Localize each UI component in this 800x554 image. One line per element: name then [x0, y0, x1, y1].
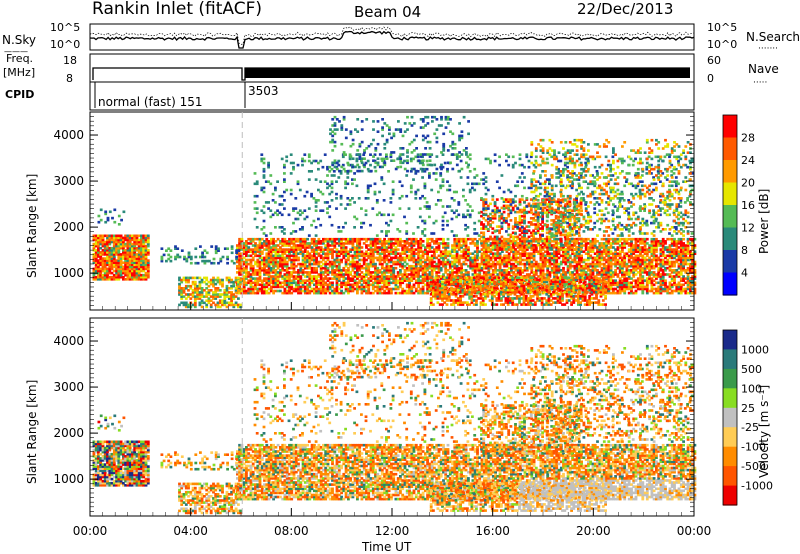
range-gate-cell: [664, 279, 667, 282]
noise-right-tick-bottom: 10^0: [707, 38, 737, 51]
range-gate-cell: [160, 247, 164, 250]
range-gate-cell: [217, 247, 220, 250]
range-gate-cell: [189, 261, 193, 265]
nave-right-tick-top: 60: [707, 54, 721, 67]
range-gate-cell: [180, 249, 184, 252]
range-gate-cell: [467, 271, 470, 274]
noise-left-tick-top: 10^5: [50, 21, 80, 34]
noise-left-tick-bottom: 10^0: [50, 38, 80, 51]
nave-label: Nave: [748, 62, 779, 76]
range-gate-cell: [240, 237, 244, 241]
freq-label-top: Freq.: [6, 52, 33, 65]
range-gate-cell: [194, 247, 198, 250]
range-gate-cell: [203, 255, 207, 259]
range-gate-cell: [193, 280, 197, 284]
range-gate-cell: [442, 237, 445, 241]
range-gate-cell: [218, 289, 222, 292]
range-gate-cell: [645, 237, 649, 241]
range-gate-cell: [146, 234, 150, 238]
range-gate-cell: [205, 251, 209, 255]
range-gate-cell: [146, 259, 150, 262]
nave-key: ·····: [753, 78, 767, 88]
range-gate-cell: [210, 245, 214, 248]
range-gate-cell: [396, 248, 400, 251]
range-gate-cell: [237, 289, 240, 292]
beam-title: Beam 04: [354, 3, 421, 21]
range-gate-cell: [226, 247, 229, 250]
range-gate-cell: [169, 249, 173, 252]
range-gate-cell: [394, 266, 398, 270]
cpid-label: CPID: [5, 88, 34, 101]
range-gate-cell: [189, 255, 193, 259]
range-gate-cell: [306, 237, 309, 241]
range-gate-cell: [199, 245, 202, 248]
range-gate-cell: [205, 276, 209, 280]
range-gate-cell: [297, 256, 300, 260]
range-gate-cell: [237, 297, 240, 300]
cpid-panel: CPID normal (fast) 151 3503: [5, 81, 695, 111]
range-gate-cell: [221, 255, 225, 259]
range-gate-cell: [187, 251, 191, 255]
range-gate-cell: [467, 246, 470, 249]
noise-panel: N.Sky ——— 10^5 10^0 10^5 10^0 N.Search ·…: [2, 21, 800, 56]
range-gate-cell: [212, 261, 216, 265]
range-gate-cell: [178, 255, 182, 259]
noise-search-key: ·······: [758, 44, 778, 54]
range-gate-cell: [562, 266, 565, 270]
nave-right-tick-bottom: 0: [707, 72, 714, 85]
range-gate-cell: [169, 255, 173, 259]
range-gate-cell: [212, 257, 216, 261]
noise-right-tick-top: 10^5: [707, 21, 737, 34]
range-gate-cell: [360, 246, 364, 249]
noise-sky-label: N.Sky: [2, 33, 36, 47]
range-gate-cell: [239, 303, 242, 307]
range-gate-cell: [331, 281, 334, 285]
cpid-mode-2: 3503: [248, 84, 279, 98]
range-gate-cell: [146, 249, 150, 252]
range-gate-cell: [169, 259, 173, 263]
range-gate-cell: [374, 262, 377, 266]
range-gate-cell: [641, 275, 645, 278]
range-gate-cell: [239, 278, 242, 282]
range-gate-cell: [162, 253, 166, 257]
range-gate-cell: [682, 237, 685, 241]
range-gate-cell: [196, 261, 200, 265]
noise-search-label: N.Search: [746, 30, 800, 44]
range-gate-cell: [194, 255, 198, 259]
range-gate-cell: [344, 246, 348, 249]
date-title: 22/Dec/2013: [577, 0, 673, 18]
range-gate-cell: [176, 247, 180, 250]
freq-label-bottom: [MHz]: [3, 66, 35, 79]
cpid-mode-1: normal (fast) 151: [98, 95, 202, 109]
range-gate-cell: [421, 240, 425, 243]
range-gate-cell: [580, 254, 583, 258]
range-gate-cell: [226, 255, 229, 259]
station-title: Rankin Inlet (fitACF): [92, 0, 262, 19]
nave-trace-band: [245, 68, 690, 78]
power-scatter-cells: [92, 115, 697, 309]
range-gate-cell: [221, 278, 224, 282]
range-gate-cell: [226, 261, 229, 265]
range-gate-cell: [446, 242, 450, 245]
freq-panel: Freq. [MHz] 18 8 60 0 Nave ·····: [3, 52, 779, 88]
range-gate-cell: [446, 237, 450, 241]
freq-left-tick-bottom: 8: [66, 72, 73, 85]
freq-left-tick-top: 18: [63, 54, 77, 67]
